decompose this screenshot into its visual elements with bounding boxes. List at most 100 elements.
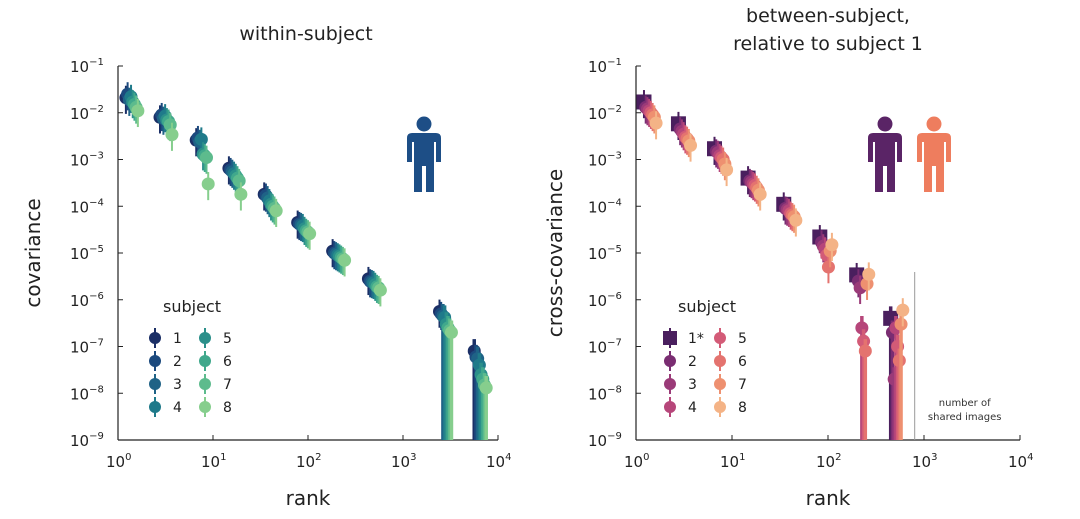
y-tick-label: 10−2 — [70, 104, 104, 123]
y-tick-label: 10−6 — [70, 291, 104, 310]
legend-entry: 5 — [714, 328, 747, 348]
y-tick-label: 10−9 — [70, 431, 104, 450]
legend-label: 7 — [738, 377, 747, 393]
data-point — [720, 163, 734, 177]
subject-icon-body — [407, 133, 441, 192]
y-tick-label: 10−8 — [70, 384, 104, 403]
legend-entry: 3 — [664, 374, 697, 394]
x-tick-label: 102 — [816, 452, 841, 471]
series-8 — [649, 111, 910, 327]
legend-label: 8 — [223, 400, 232, 416]
x-axis-label: rank — [286, 486, 331, 510]
y-tick-label: 10−1 — [588, 57, 622, 76]
legend-label: 3 — [688, 377, 697, 393]
legend-entry: 1 — [149, 328, 182, 348]
data-point — [199, 151, 213, 165]
legend-label: 1 — [173, 331, 182, 347]
subject-icon-head — [416, 116, 432, 132]
legend-marker — [664, 378, 676, 390]
legend-entry: 4 — [149, 397, 182, 417]
x-tick-label: 101 — [201, 452, 226, 471]
y-tick-label: 10−4 — [70, 197, 104, 216]
legend-title: subject — [163, 297, 221, 316]
data-point — [338, 253, 352, 267]
legend-marker — [664, 355, 676, 367]
series-8 — [131, 98, 493, 440]
legend-label: 6 — [223, 354, 232, 370]
legend-label: 2 — [688, 354, 697, 370]
data-point — [753, 187, 767, 201]
data-point — [131, 104, 145, 118]
data-point — [862, 267, 876, 281]
legend-entry: 2 — [664, 351, 697, 371]
legend-label: 5 — [223, 331, 232, 347]
reference-subject-icon — [868, 116, 902, 192]
other-subject-icon — [917, 116, 951, 192]
y-tick-label: 10−3 — [70, 151, 104, 170]
legend-entry: 6 — [714, 351, 747, 371]
legend-marker — [199, 355, 211, 367]
legend-label: 5 — [738, 331, 747, 347]
y-tick-label: 10−7 — [588, 338, 622, 357]
series-6 — [127, 92, 490, 440]
legend-marker — [714, 355, 726, 367]
x-axis-label: rank — [806, 486, 851, 510]
annotation-line1: number of — [939, 398, 991, 409]
x-tick-label: 100 — [106, 452, 131, 471]
legend-label: 2 — [173, 354, 182, 370]
annotation-line2: shared images — [928, 412, 1002, 423]
y-tick-label: 10−6 — [588, 291, 622, 310]
chart-title: between-subject, — [746, 5, 910, 27]
chart-title: within-subject — [239, 23, 372, 45]
data-point — [858, 344, 872, 358]
legend-label: 7 — [223, 377, 232, 393]
chart-title-line2: relative to subject 1 — [733, 33, 923, 55]
y-tick-label: 10−9 — [588, 431, 622, 450]
chart-panel-1: within-subject 10−1 10−2 10−3 10−4 10−5 10−6 10… — [21, 23, 511, 510]
y-tick-label: 10−8 — [588, 384, 622, 403]
y-axis-label: covariance — [21, 198, 45, 307]
x-tick-label: 103 — [391, 452, 416, 471]
reference-subject-icon-head — [877, 116, 893, 132]
legend: subject 1* 2 3 4 5 6 7 8 — [663, 297, 747, 417]
data-point — [444, 325, 458, 339]
legend-entry: 2 — [149, 351, 182, 371]
data-point — [789, 213, 803, 227]
x-tick-label: 103 — [912, 452, 937, 471]
data-point — [649, 116, 663, 130]
legend-label: 1* — [688, 331, 704, 347]
chart-panel-2: between-subject, relative to subject 1 10−… — [543, 5, 1033, 510]
legend-entry: 8 — [714, 397, 747, 417]
legend-marker — [199, 332, 211, 344]
legend-entry: 5 — [199, 328, 232, 348]
y-tick-label: 10−7 — [70, 338, 104, 357]
y-axis-label: cross-covariance — [543, 169, 567, 337]
legend-marker — [714, 378, 726, 390]
legend-label: 3 — [173, 377, 182, 393]
legend-marker — [714, 401, 726, 413]
data-point — [232, 174, 246, 188]
y-tick-label: 10−3 — [588, 151, 622, 170]
legend-label: 4 — [688, 400, 697, 416]
data-point — [821, 260, 835, 274]
data-point — [234, 187, 248, 201]
legend-marker — [149, 378, 161, 390]
series-1* — [636, 90, 899, 440]
legend-label: 6 — [738, 354, 747, 370]
other-subject-icon-body — [917, 133, 951, 192]
legend-marker-square — [663, 331, 677, 345]
legend-title: subject — [678, 297, 736, 316]
data-point — [303, 227, 317, 241]
data-point — [684, 138, 698, 152]
data-point — [896, 303, 910, 317]
legend-marker — [149, 401, 161, 413]
legend-marker — [199, 401, 211, 413]
legend-entry: 8 — [199, 397, 232, 417]
legend-entry: 7 — [714, 374, 747, 394]
legend-entry: 1* — [663, 328, 704, 348]
data-point — [163, 118, 177, 132]
y-tick-label: 10−2 — [588, 104, 622, 123]
y-tick-label: 10−5 — [588, 244, 622, 263]
data-point — [373, 283, 387, 297]
